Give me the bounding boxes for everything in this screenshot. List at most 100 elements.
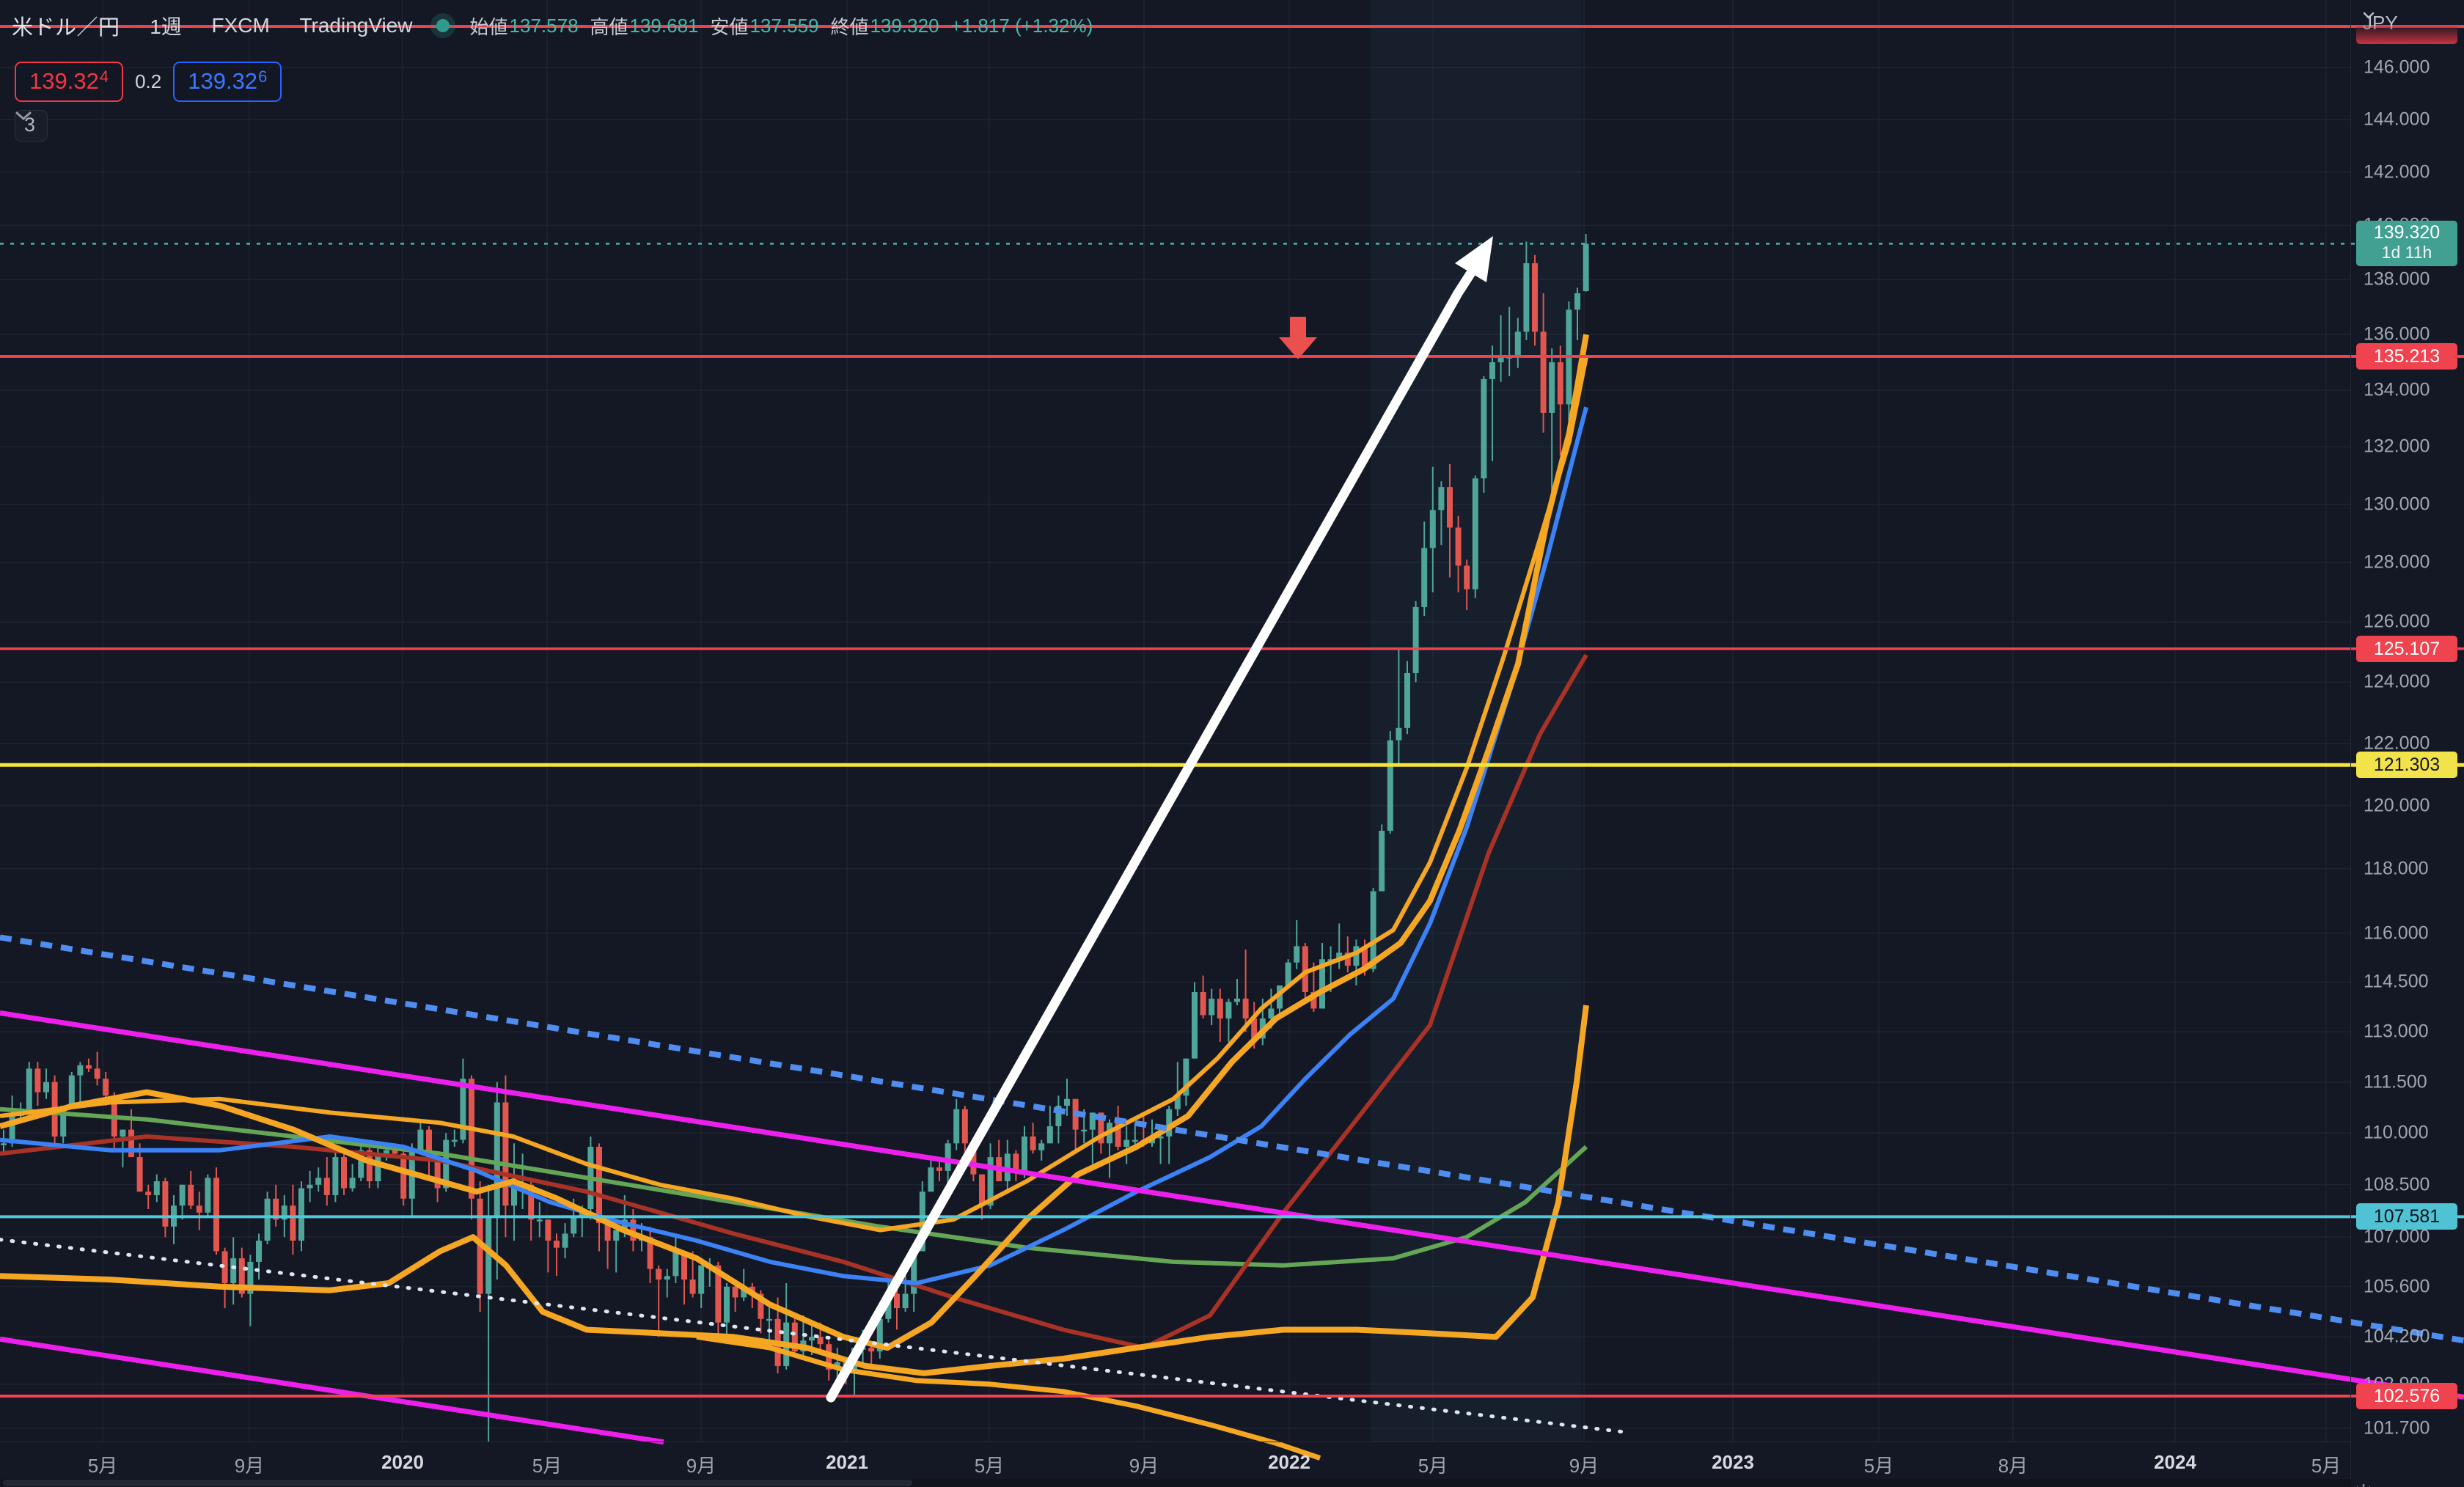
candle-body bbox=[664, 1276, 670, 1280]
price-axis[interactable]: JPY 146.000144.000142.000140.000138.0001… bbox=[2350, 0, 2464, 1487]
candle-body bbox=[919, 1192, 925, 1252]
separator-dot: · bbox=[131, 14, 139, 37]
clipped-price-badge[interactable] bbox=[2356, 26, 2457, 44]
price-tick-label: 105.600 bbox=[2364, 1276, 2430, 1297]
candle-body bbox=[205, 1178, 211, 1213]
candle-body bbox=[460, 1079, 466, 1140]
candle-body bbox=[1166, 1109, 1173, 1137]
candle-body bbox=[571, 1216, 577, 1234]
trend-arrow-head[interactable] bbox=[1455, 236, 1493, 282]
candle-body bbox=[1336, 952, 1343, 960]
candle-body bbox=[86, 1065, 92, 1069]
time-tick-month: 9月 bbox=[234, 1455, 265, 1477]
price-tick-label: 118.000 bbox=[2364, 858, 2429, 879]
candle-body bbox=[979, 1174, 985, 1206]
symbol-title[interactable]: 米ドル／円 bbox=[12, 16, 120, 40]
candle-body bbox=[885, 1293, 892, 1319]
chart-scrollbar[interactable] bbox=[0, 1479, 2351, 1487]
candle-body bbox=[494, 1102, 500, 1216]
candle-body bbox=[528, 1184, 535, 1220]
candle-body bbox=[1497, 356, 1504, 363]
last-price-value: 139.320 bbox=[2373, 222, 2441, 243]
time-tick-month: 9月 bbox=[686, 1455, 716, 1477]
candle-body bbox=[1183, 1058, 1189, 1096]
last-price-badge[interactable]: 139.320 1d 11h bbox=[2356, 221, 2457, 267]
time-tick-month: 5月 bbox=[2311, 1455, 2342, 1477]
candle-body bbox=[1038, 1143, 1045, 1150]
scrollbar-thumb[interactable] bbox=[3, 1480, 912, 1486]
candle-body bbox=[349, 1178, 356, 1189]
candle-body bbox=[928, 1167, 934, 1192]
candle-body bbox=[323, 1178, 330, 1195]
high-value: 139.681 bbox=[629, 14, 699, 37]
time-tick-year: 2024 bbox=[2154, 1451, 2196, 1473]
candle-body bbox=[1115, 1123, 1121, 1147]
trend-white-dotted[interactable] bbox=[0, 1238, 1627, 1434]
buy-button[interactable]: 139.326 bbox=[173, 62, 282, 102]
candle-body bbox=[298, 1188, 304, 1241]
level-price-badge[interactable]: 125.107 bbox=[2356, 635, 2457, 662]
price-tick-label: 142.000 bbox=[2364, 161, 2430, 183]
candle-body bbox=[1234, 998, 1240, 1002]
candle-body bbox=[1251, 1018, 1258, 1039]
ma-blue bbox=[0, 406, 1588, 1285]
candle-body bbox=[1089, 1112, 1096, 1130]
time-axis[interactable]: 5月 9月 2020 5月 9月 2021 5月 9月 2022 5月 9月 2023 5月 8月 2024… bbox=[0, 1442, 2351, 1487]
candle-body bbox=[1429, 510, 1436, 548]
down-arrow-marker[interactable] bbox=[1279, 317, 1317, 359]
candle-body bbox=[732, 1286, 738, 1298]
candle-body bbox=[230, 1258, 237, 1283]
level-price-badge[interactable]: 102.576 bbox=[2356, 1382, 2457, 1409]
level-price-badge[interactable]: 135.213 bbox=[2356, 342, 2457, 370]
candle-body bbox=[545, 1219, 551, 1241]
candle-body bbox=[145, 1192, 152, 1195]
candle-body bbox=[315, 1178, 322, 1185]
candle-body bbox=[34, 1068, 41, 1093]
time-tick-month: 5月 bbox=[1863, 1455, 1894, 1477]
candle-body bbox=[196, 1205, 202, 1213]
candle-body bbox=[1412, 606, 1419, 673]
candle-body bbox=[1557, 362, 1563, 405]
time-tick-month: 5月 bbox=[1418, 1455, 1448, 1477]
time-tick-month: 9月 bbox=[1129, 1455, 1159, 1477]
time-tick-month: 5月 bbox=[87, 1455, 118, 1477]
candle-body bbox=[817, 1337, 824, 1345]
price-tick-label: 126.000 bbox=[2364, 611, 2430, 632]
trend-arrow-shaft[interactable] bbox=[826, 268, 1476, 1403]
bid-ask-panel: 139.324 0.2 139.326 bbox=[15, 62, 282, 102]
candle-body bbox=[689, 1279, 696, 1294]
candle-body bbox=[1540, 331, 1547, 413]
band-orange-lower-2 bbox=[696, 1334, 1321, 1461]
candle-body bbox=[1464, 565, 1470, 590]
trend-blue-dashed[interactable] bbox=[0, 934, 2464, 1344]
candle-body bbox=[307, 1184, 313, 1189]
candle-body bbox=[1523, 262, 1530, 332]
candle-body bbox=[1209, 998, 1215, 1016]
time-tick-month: 9月 bbox=[1569, 1455, 1599, 1477]
candle-body bbox=[1310, 991, 1317, 1009]
candle-body bbox=[1, 1143, 7, 1145]
candle-body bbox=[290, 1205, 296, 1241]
candle-body bbox=[1055, 1106, 1062, 1126]
candle-body bbox=[596, 1146, 602, 1224]
level-price-badge[interactable]: 121.303 bbox=[2356, 752, 2457, 779]
candle-body bbox=[1242, 998, 1249, 1019]
price-tick-label: 120.000 bbox=[2364, 795, 2430, 816]
interval-label[interactable]: 1週 bbox=[150, 15, 182, 38]
candle-body bbox=[162, 1181, 169, 1227]
time-tick-month: 5月 bbox=[532, 1455, 562, 1477]
channel-magenta-upper[interactable] bbox=[0, 1010, 2464, 1400]
separator-dot: · bbox=[281, 14, 288, 37]
candle-body bbox=[715, 1265, 722, 1323]
level-price-badge[interactable]: 107.581 bbox=[2356, 1203, 2457, 1230]
sell-button[interactable]: 139.324 bbox=[15, 62, 124, 102]
time-tick-month: 8月 bbox=[1998, 1455, 2028, 1477]
channel-magenta-lower[interactable] bbox=[0, 1336, 664, 1445]
candle-body bbox=[970, 1143, 977, 1175]
candle-body bbox=[1574, 293, 1580, 310]
candle-body bbox=[766, 1318, 772, 1321]
candle-body bbox=[1344, 952, 1351, 966]
indicators-collapse-button[interactable]: 3 bbox=[15, 110, 48, 142]
price-tick-label: 138.000 bbox=[2364, 268, 2430, 290]
